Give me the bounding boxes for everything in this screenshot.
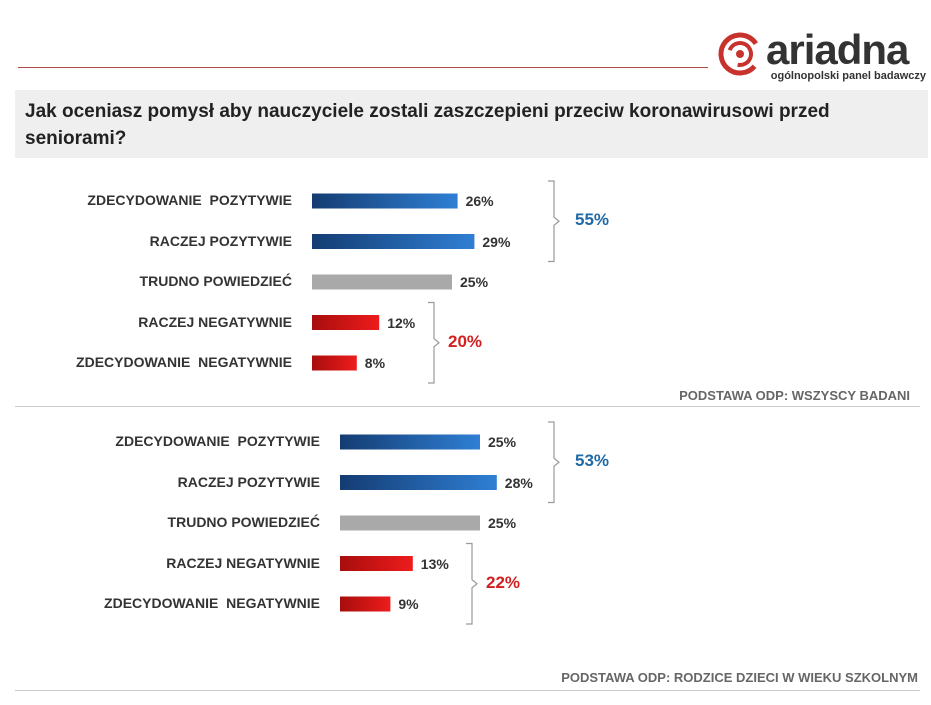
category-label-trudno-powiedziec: TRUDNO POWIEDZIEĆ [167,514,320,530]
value-label-zdecydowanie-pozytywie: 26% [465,193,494,209]
bar-trudno-powiedziec [312,274,452,290]
sum-label-positive: 53% [575,451,610,471]
sum-label-negative: 22% [486,572,521,592]
brand-tagline: ogólnopolski panel badawczy [770,70,926,82]
value-label-zdecydowanie-negatywnie: 9% [398,596,419,612]
category-label-raczej-negatywnie: RACZEJ NEGATYWNIE [166,554,320,571]
brand-name: ariadna [766,26,909,73]
value-label-trudno-powiedziec: 25% [460,274,489,290]
bar-raczej-negatywnie [312,315,380,330]
chart-panel-all-respondents: ZDECYDOWANIE POZYTYWIE 26% RACZEJ POZYTYWI… [0,180,931,410]
category-label-zdecydowanie-negatywnie: ZDECYDOWANIE NEGATYWNIE [76,354,292,370]
category-label-trudno-powiedziec: TRUDNO POWIEDZIEĆ [139,273,292,289]
category-label-raczej-negatywnie: RACZEJ NEGATYWNIE [138,313,292,330]
value-label-raczej-pozytywie: 28% [504,474,533,491]
bracket-positive [548,421,560,504]
basis-note: PODSTAWA ODP: WSZYSCY BADANI [679,388,910,403]
category-label-zdecydowanie-negatywnie: ZDECYDOWANIE NEGATYWNIE [104,595,320,611]
category-label-zdecydowanie-pozytywie: ZDECYDOWANIE POZYTYWIE [87,192,292,208]
bar-zdecydowanie-pozytywie [340,434,480,450]
sum-label-negative: 20% [448,331,483,351]
question-title: Jak oceniasz pomysł aby nauczyciele zost… [15,90,928,158]
chart-panel-parents: ZDECYDOWANIE POZYTYWIE 25% RACZEJ POZYTYWI… [0,421,931,691]
bar-trudno-powiedziec [340,515,480,531]
bracket-positive [548,180,560,263]
bracket-negative [466,542,478,625]
category-label-raczej-pozytywie: RACZEJ POZYTYWIE [149,232,292,249]
value-label-trudno-powiedziec: 25% [488,515,517,531]
panel-divider [15,406,920,407]
bar-zdecydowanie-negatywnie [340,596,391,612]
value-label-raczej-pozytywie: 29% [482,233,511,250]
bar-chart-svg [340,421,560,625]
bar-zdecydowanie-pozytywie [312,193,458,209]
value-label-zdecydowanie-negatywnie: 8% [364,355,386,371]
category-label-raczej-pozytywie: RACZEJ POZYTYWIE [177,473,320,490]
ariadna-logo-icon [718,32,762,76]
header-divider [18,67,708,68]
basis-note: PODSTAWA ODP: RODZICE DZIECI W WIEKU SZK… [561,670,918,685]
value-label-zdecydowanie-pozytywie: 25% [488,434,517,450]
value-label-raczej-negatywnie: 13% [420,555,449,572]
bar-chart-svg [312,180,560,384]
sum-label-positive: 55% [575,210,610,230]
bar-zdecydowanie-negatywnie [312,355,357,371]
bar-raczej-pozytywie [312,234,475,249]
footer-divider [15,690,920,691]
category-label-zdecydowanie-pozytywie: ZDECYDOWANIE POZYTYWIE [115,433,320,449]
value-label-raczej-negatywnie: 12% [387,314,416,331]
bar-raczej-pozytywie [340,475,497,490]
ariadna-logo: ariadna ogólnopolski panel badawczy [718,26,928,84]
bracket-negative [428,301,440,384]
bar-raczej-negatywnie [340,556,413,571]
